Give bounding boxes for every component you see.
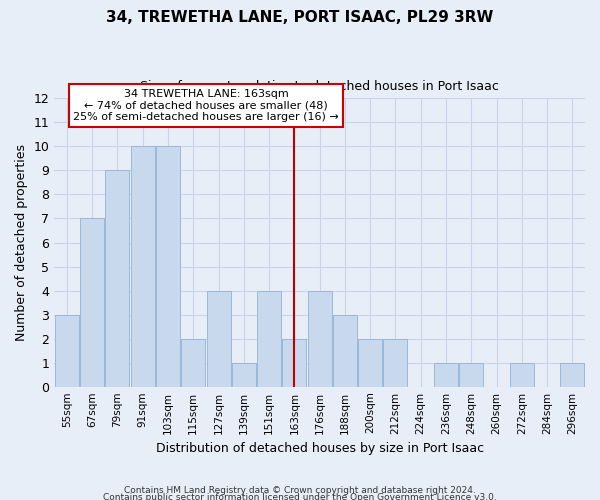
X-axis label: Distribution of detached houses by size in Port Isaac: Distribution of detached houses by size …	[155, 442, 484, 455]
Bar	[232, 362, 256, 386]
Text: Contains public sector information licensed under the Open Government Licence v3: Contains public sector information licen…	[103, 494, 497, 500]
Bar	[560, 362, 584, 386]
Bar	[383, 338, 407, 386]
Bar	[131, 146, 155, 386]
Bar	[55, 314, 79, 386]
Bar	[510, 362, 534, 386]
Bar	[257, 290, 281, 386]
Bar	[434, 362, 458, 386]
Text: Contains HM Land Registry data © Crown copyright and database right 2024.: Contains HM Land Registry data © Crown c…	[124, 486, 476, 495]
Y-axis label: Number of detached properties: Number of detached properties	[15, 144, 28, 341]
Title: Size of property relative to detached houses in Port Isaac: Size of property relative to detached ho…	[140, 80, 499, 93]
Text: 34 TREWETHA LANE: 163sqm
← 74% of detached houses are smaller (48)
25% of semi-d: 34 TREWETHA LANE: 163sqm ← 74% of detach…	[73, 89, 339, 122]
Bar	[333, 314, 357, 386]
Bar	[181, 338, 205, 386]
Bar	[308, 290, 332, 386]
Bar	[106, 170, 130, 386]
Bar	[459, 362, 483, 386]
Bar	[283, 338, 307, 386]
Bar	[206, 290, 230, 386]
Text: 34, TREWETHA LANE, PORT ISAAC, PL29 3RW: 34, TREWETHA LANE, PORT ISAAC, PL29 3RW	[106, 10, 494, 25]
Bar	[156, 146, 180, 386]
Bar	[80, 218, 104, 386]
Bar	[358, 338, 382, 386]
